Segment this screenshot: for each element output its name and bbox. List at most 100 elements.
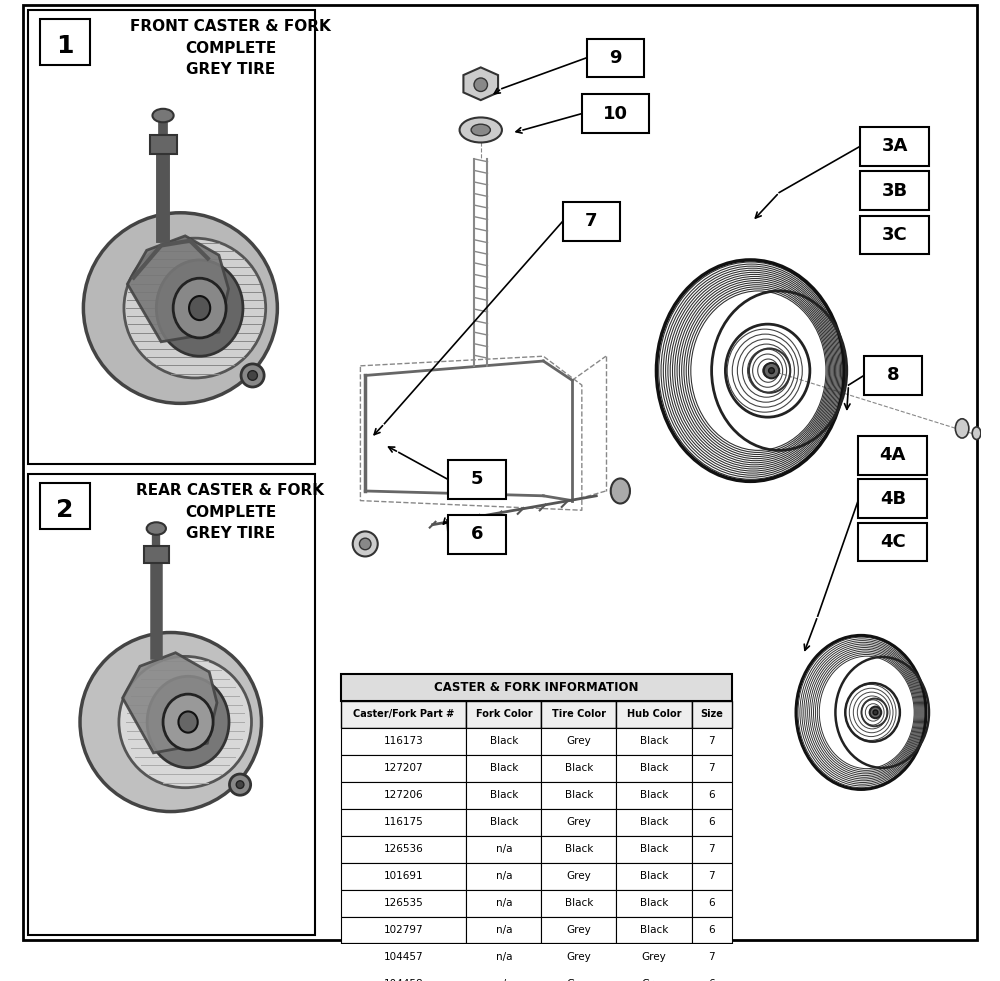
Text: Black: Black [490, 791, 518, 800]
Bar [466, 890, 541, 916]
Text: 127207: 127207 [384, 763, 424, 773]
Ellipse shape [119, 656, 251, 788]
Text: 3B: 3B [882, 181, 908, 199]
Text: 9: 9 [609, 49, 622, 67]
Text: Grey: Grey [567, 925, 591, 935]
Ellipse shape [189, 296, 210, 320]
Polygon shape [123, 652, 217, 752]
Bar [692, 944, 732, 970]
Bar [616, 944, 692, 970]
Text: 6: 6 [708, 925, 715, 935]
Text: Hub Color: Hub Color [627, 709, 681, 719]
Circle shape [764, 363, 779, 379]
Bar [541, 700, 616, 728]
Text: 10: 10 [603, 105, 628, 123]
Bar [341, 970, 466, 981]
Bar [860, 172, 929, 210]
Bar [466, 862, 541, 890]
Ellipse shape [147, 522, 166, 535]
Bar [28, 474, 315, 935]
Text: n/a: n/a [496, 952, 512, 962]
Circle shape [353, 532, 378, 556]
Bar [466, 944, 541, 970]
Bar [616, 890, 692, 916]
Text: Black: Black [565, 791, 593, 800]
Bar [541, 916, 616, 944]
Bar [582, 94, 649, 132]
Text: 126535: 126535 [384, 898, 424, 908]
Ellipse shape [173, 279, 226, 337]
Text: 101691: 101691 [384, 871, 424, 881]
Text: COMPLETE: COMPLETE [185, 40, 276, 56]
Text: n/a: n/a [496, 925, 512, 935]
Text: 7: 7 [708, 952, 715, 962]
Text: 4A: 4A [880, 446, 906, 464]
Text: 102797: 102797 [384, 925, 424, 935]
Bar [466, 700, 541, 728]
Text: 5: 5 [471, 471, 483, 489]
Text: Black: Black [565, 763, 593, 773]
Text: 7: 7 [708, 871, 715, 881]
Bar [692, 700, 732, 728]
Bar [616, 970, 692, 981]
Text: Grey: Grey [642, 979, 666, 981]
Bar [541, 782, 616, 808]
Ellipse shape [972, 427, 981, 439]
Bar [864, 356, 922, 394]
Text: 116175: 116175 [384, 817, 424, 827]
Ellipse shape [152, 109, 174, 123]
Bar [541, 754, 616, 782]
Text: 127206: 127206 [384, 791, 424, 800]
Bar [448, 515, 506, 553]
Text: 7: 7 [708, 763, 715, 773]
Text: Black: Black [640, 817, 668, 827]
Ellipse shape [83, 213, 277, 403]
Circle shape [241, 364, 264, 387]
Bar [40, 20, 90, 66]
Circle shape [248, 371, 257, 381]
Circle shape [236, 781, 244, 789]
Bar [341, 890, 466, 916]
Ellipse shape [611, 479, 630, 503]
Bar [858, 437, 927, 475]
Text: Grey: Grey [567, 979, 591, 981]
Text: COMPLETE: COMPLETE [185, 504, 276, 520]
Bar [616, 916, 692, 944]
Circle shape [873, 710, 878, 715]
Text: Fork Color: Fork Color [476, 709, 532, 719]
Bar [341, 754, 466, 782]
Bar [858, 480, 927, 518]
Text: 6: 6 [471, 525, 483, 543]
Bar [858, 523, 927, 561]
Text: Grey: Grey [567, 871, 591, 881]
Text: 7: 7 [708, 737, 715, 747]
Bar [692, 890, 732, 916]
Text: 104458: 104458 [384, 979, 424, 981]
Text: 7: 7 [708, 844, 715, 854]
Text: 6: 6 [708, 898, 715, 908]
Ellipse shape [163, 695, 213, 749]
Text: Grey: Grey [567, 952, 591, 962]
Bar [616, 862, 692, 890]
Bar [541, 970, 616, 981]
Text: Grey: Grey [567, 817, 591, 827]
Text: 6: 6 [708, 791, 715, 800]
Bar [860, 216, 929, 254]
Bar [692, 916, 732, 944]
Text: Tire Color: Tire Color [552, 709, 606, 719]
Text: 7: 7 [585, 213, 598, 231]
Bar [466, 754, 541, 782]
Text: Black: Black [640, 737, 668, 747]
Text: Size: Size [700, 709, 723, 719]
Text: n/a: n/a [496, 979, 512, 981]
Bar [341, 916, 466, 944]
Bar [616, 808, 692, 836]
Ellipse shape [955, 419, 969, 439]
Ellipse shape [147, 676, 229, 768]
Bar [466, 836, 541, 862]
Text: CASTER & FORK INFORMATION: CASTER & FORK INFORMATION [434, 681, 639, 694]
Bar [466, 782, 541, 808]
Text: 104457: 104457 [384, 952, 424, 962]
Circle shape [229, 774, 251, 796]
Bar [466, 916, 541, 944]
